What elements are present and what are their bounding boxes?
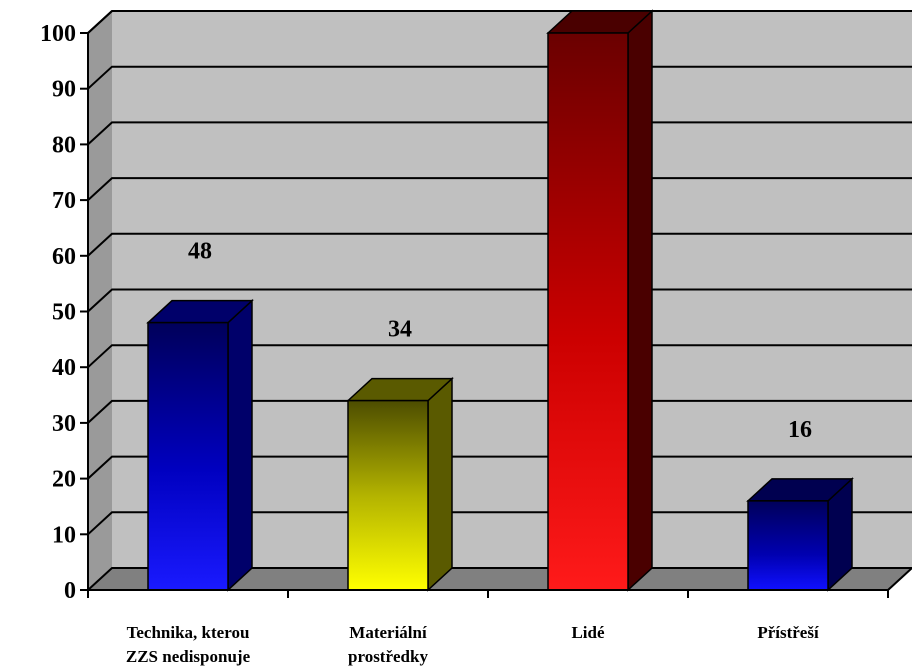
bars (146, 9, 854, 592)
bar-side (627, 9, 653, 592)
y-tick-label: 30 (52, 411, 76, 437)
data-label: 34 (388, 317, 412, 343)
bar-front (547, 32, 629, 591)
y-tick-label: 70 (52, 188, 76, 214)
bar-front (147, 321, 229, 591)
bar-side (227, 298, 253, 592)
y-tick-label: 0 (64, 578, 76, 604)
category-label: Technika, kterou (127, 623, 250, 642)
bar (146, 298, 254, 592)
y-tick-label: 80 (52, 132, 76, 158)
bar-side (427, 376, 453, 592)
floor (88, 568, 912, 590)
data-label: 48 (188, 239, 212, 265)
category-label: Přístřeší (757, 623, 819, 642)
category-label: ZZS nedisponuje (126, 647, 251, 666)
y-tick-label: 90 (52, 77, 76, 103)
y-tick-label: 60 (52, 244, 76, 270)
y-axis-top-edge (87, 10, 113, 34)
labels: 0 10 20 30 40 50 60 70 80 90 100 48 Technika, kterou… (40, 21, 819, 666)
floor-edge (887, 567, 912, 591)
y-tick-label: 20 (52, 467, 76, 493)
data-label: 16 (788, 417, 812, 443)
category-label: Materiální (349, 623, 427, 642)
bar-front (747, 500, 829, 591)
bar (546, 9, 654, 592)
y-tick-label: 100 (40, 21, 76, 47)
y-tick-label: 50 (52, 300, 76, 326)
category-label: Lidé (571, 623, 605, 642)
bar (746, 477, 854, 592)
category-label: prostředky (348, 647, 428, 666)
bar-front (347, 399, 429, 591)
axes (80, 10, 912, 598)
y-tick-label: 10 (52, 522, 76, 548)
y-tick-label: 40 (52, 355, 76, 381)
bar (346, 376, 454, 592)
